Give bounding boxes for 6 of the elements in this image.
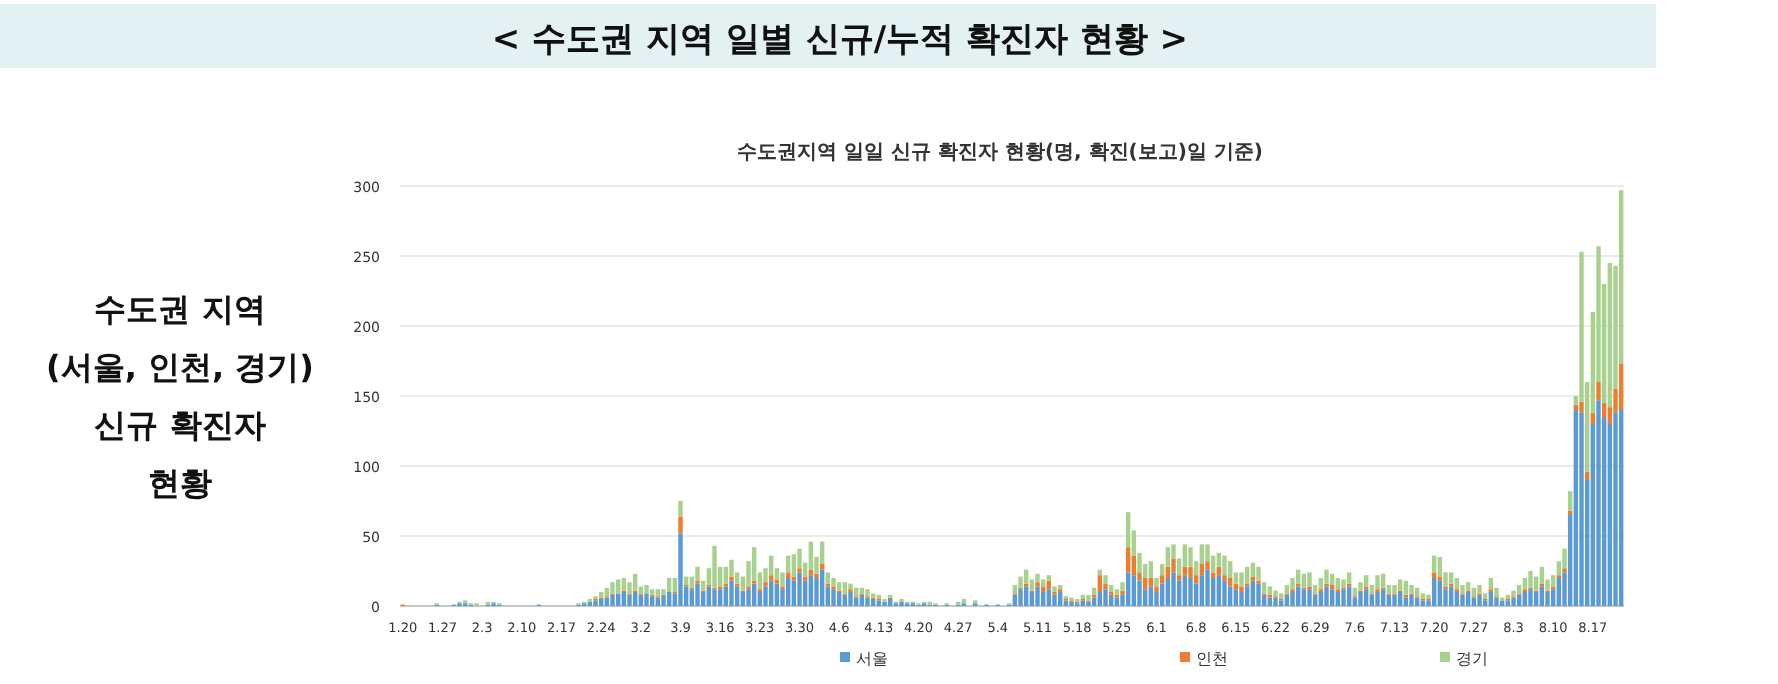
legend-label: 경기 [1456, 650, 1488, 668]
chart-subtitle: 수도권지역 일일 신규 확진자 현황(명, 확진(보고)일 기준) [737, 142, 1263, 164]
text: 수도권 지역 (서울, 인천, 경기) 신규 확진자 현황 [46, 290, 314, 502]
chart-title: < 수도권 지역 일별 신규/누적 확진자 현황 > [491, 20, 1189, 60]
legend-label: 서울 [856, 650, 888, 668]
legend-label: 인천 [1196, 650, 1228, 668]
